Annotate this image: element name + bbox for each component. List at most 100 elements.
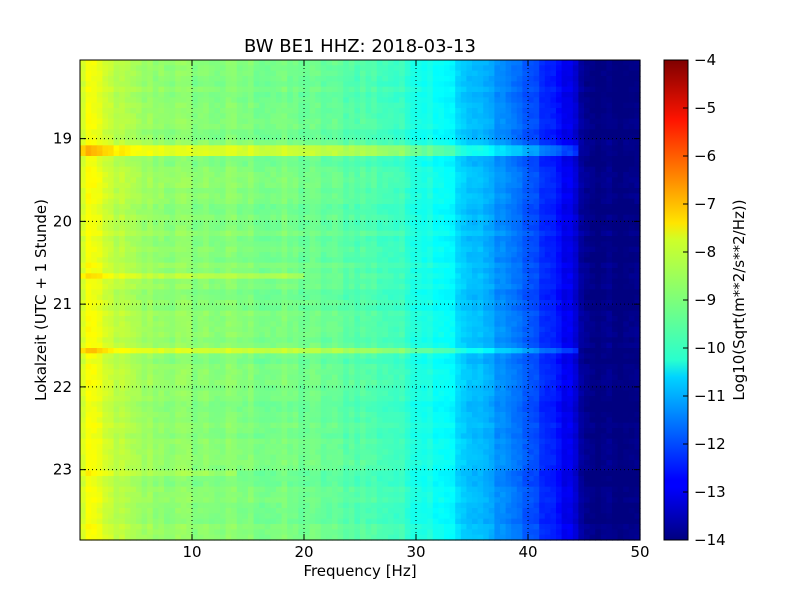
heatmap-cell (276, 278, 283, 285)
heatmap-cell (371, 225, 378, 232)
heatmap-cell (259, 81, 266, 88)
heatmap-cell (388, 246, 395, 253)
heatmap-cell (264, 214, 271, 221)
heatmap-cell (421, 108, 428, 114)
heatmap-cell (108, 193, 115, 200)
heatmap-cell (505, 273, 512, 280)
heatmap-cell (494, 246, 501, 253)
heatmap-cell (399, 257, 406, 264)
heatmap-cell (158, 182, 165, 189)
heatmap-cell (326, 230, 333, 237)
heatmap-cell (197, 310, 204, 317)
heatmap-cell (304, 220, 311, 226)
heatmap-cell (623, 156, 630, 162)
heatmap-cell (544, 70, 551, 77)
heatmap-cell (169, 273, 176, 280)
heatmap-cell (556, 92, 563, 98)
heatmap-cell (203, 225, 210, 232)
heatmap-cell (326, 81, 333, 88)
heatmap-cell (382, 209, 389, 216)
heatmap-cell (264, 113, 271, 120)
heatmap-cell (119, 161, 126, 168)
heatmap-cell (253, 316, 260, 322)
heatmap-cell (180, 294, 187, 301)
heatmap-cell (242, 81, 249, 88)
heatmap-cell (477, 81, 484, 88)
heatmap-cell (108, 246, 115, 253)
heatmap-cell (315, 273, 322, 280)
heatmap-cell (455, 140, 462, 146)
heatmap-cell (192, 177, 199, 184)
heatmap-cell (113, 97, 120, 104)
heatmap-cell (612, 257, 619, 264)
heatmap-cell (421, 65, 428, 72)
heatmap-cell (186, 204, 193, 210)
heatmap-cell (343, 102, 350, 109)
heatmap-cell (393, 305, 400, 312)
heatmap-cell (511, 252, 518, 258)
heatmap-cell (393, 182, 400, 189)
heatmap-cell (628, 177, 635, 184)
heatmap-cell (225, 177, 232, 184)
heatmap-cell (567, 172, 574, 178)
heatmap-cell (304, 172, 311, 178)
heatmap-cell (511, 92, 518, 98)
heatmap-cell (404, 273, 411, 280)
heatmap-cell (550, 268, 557, 274)
heatmap-cell (320, 246, 327, 253)
heatmap-cell (444, 166, 451, 173)
heatmap-cell (197, 188, 204, 194)
heatmap-cell (175, 188, 182, 194)
heatmap-cell (130, 209, 137, 216)
heatmap-cell (511, 182, 518, 189)
heatmap-cell (192, 81, 199, 88)
heatmap-cell (544, 60, 551, 66)
heatmap-cell (360, 124, 367, 130)
heatmap-cell (600, 86, 607, 93)
heatmap-cell (152, 278, 159, 285)
heatmap-cell (410, 70, 417, 77)
heatmap-cell (500, 188, 507, 194)
heatmap-cell (220, 108, 227, 114)
heatmap-cell (108, 60, 115, 66)
heatmap-cell (438, 182, 445, 189)
heatmap-cell (113, 166, 120, 173)
heatmap-cell (511, 86, 518, 93)
heatmap-cell (505, 156, 512, 162)
heatmap-cell (130, 289, 137, 296)
heatmap-cell (270, 166, 277, 173)
heatmap-cell (343, 321, 350, 328)
heatmap-cell (298, 70, 305, 77)
heatmap-cell (623, 193, 630, 200)
heatmap-cell (175, 289, 182, 296)
heatmap-cell (505, 310, 512, 317)
heatmap-cell (102, 172, 109, 178)
heatmap-cell (348, 230, 355, 237)
heatmap-cell (192, 305, 199, 312)
heatmap-cell (169, 166, 176, 173)
heatmap-cell (326, 241, 333, 248)
heatmap-cell (488, 166, 495, 173)
heatmap-cell (242, 182, 249, 189)
heatmap-cell (427, 316, 434, 322)
heatmap-cell (421, 198, 428, 205)
heatmap-cell (578, 236, 585, 242)
heatmap-cell (236, 124, 243, 130)
heatmap-cell (483, 289, 490, 296)
heatmap-cell (500, 76, 507, 82)
heatmap-cell (113, 70, 120, 77)
heatmap-cell (544, 225, 551, 232)
heatmap-cell (96, 294, 103, 301)
heatmap-cell (169, 246, 176, 253)
heatmap-cell (136, 172, 143, 178)
heatmap-cell (578, 124, 585, 130)
heatmap-cell (236, 172, 243, 178)
heatmap-cell (617, 188, 624, 194)
heatmap-cell (152, 118, 159, 125)
heatmap-cell (264, 193, 271, 200)
heatmap-cell (617, 97, 624, 104)
heatmap-cell (337, 193, 344, 200)
heatmap-cell (354, 294, 361, 301)
heatmap-cell (516, 124, 523, 130)
heatmap-cell (376, 230, 383, 237)
